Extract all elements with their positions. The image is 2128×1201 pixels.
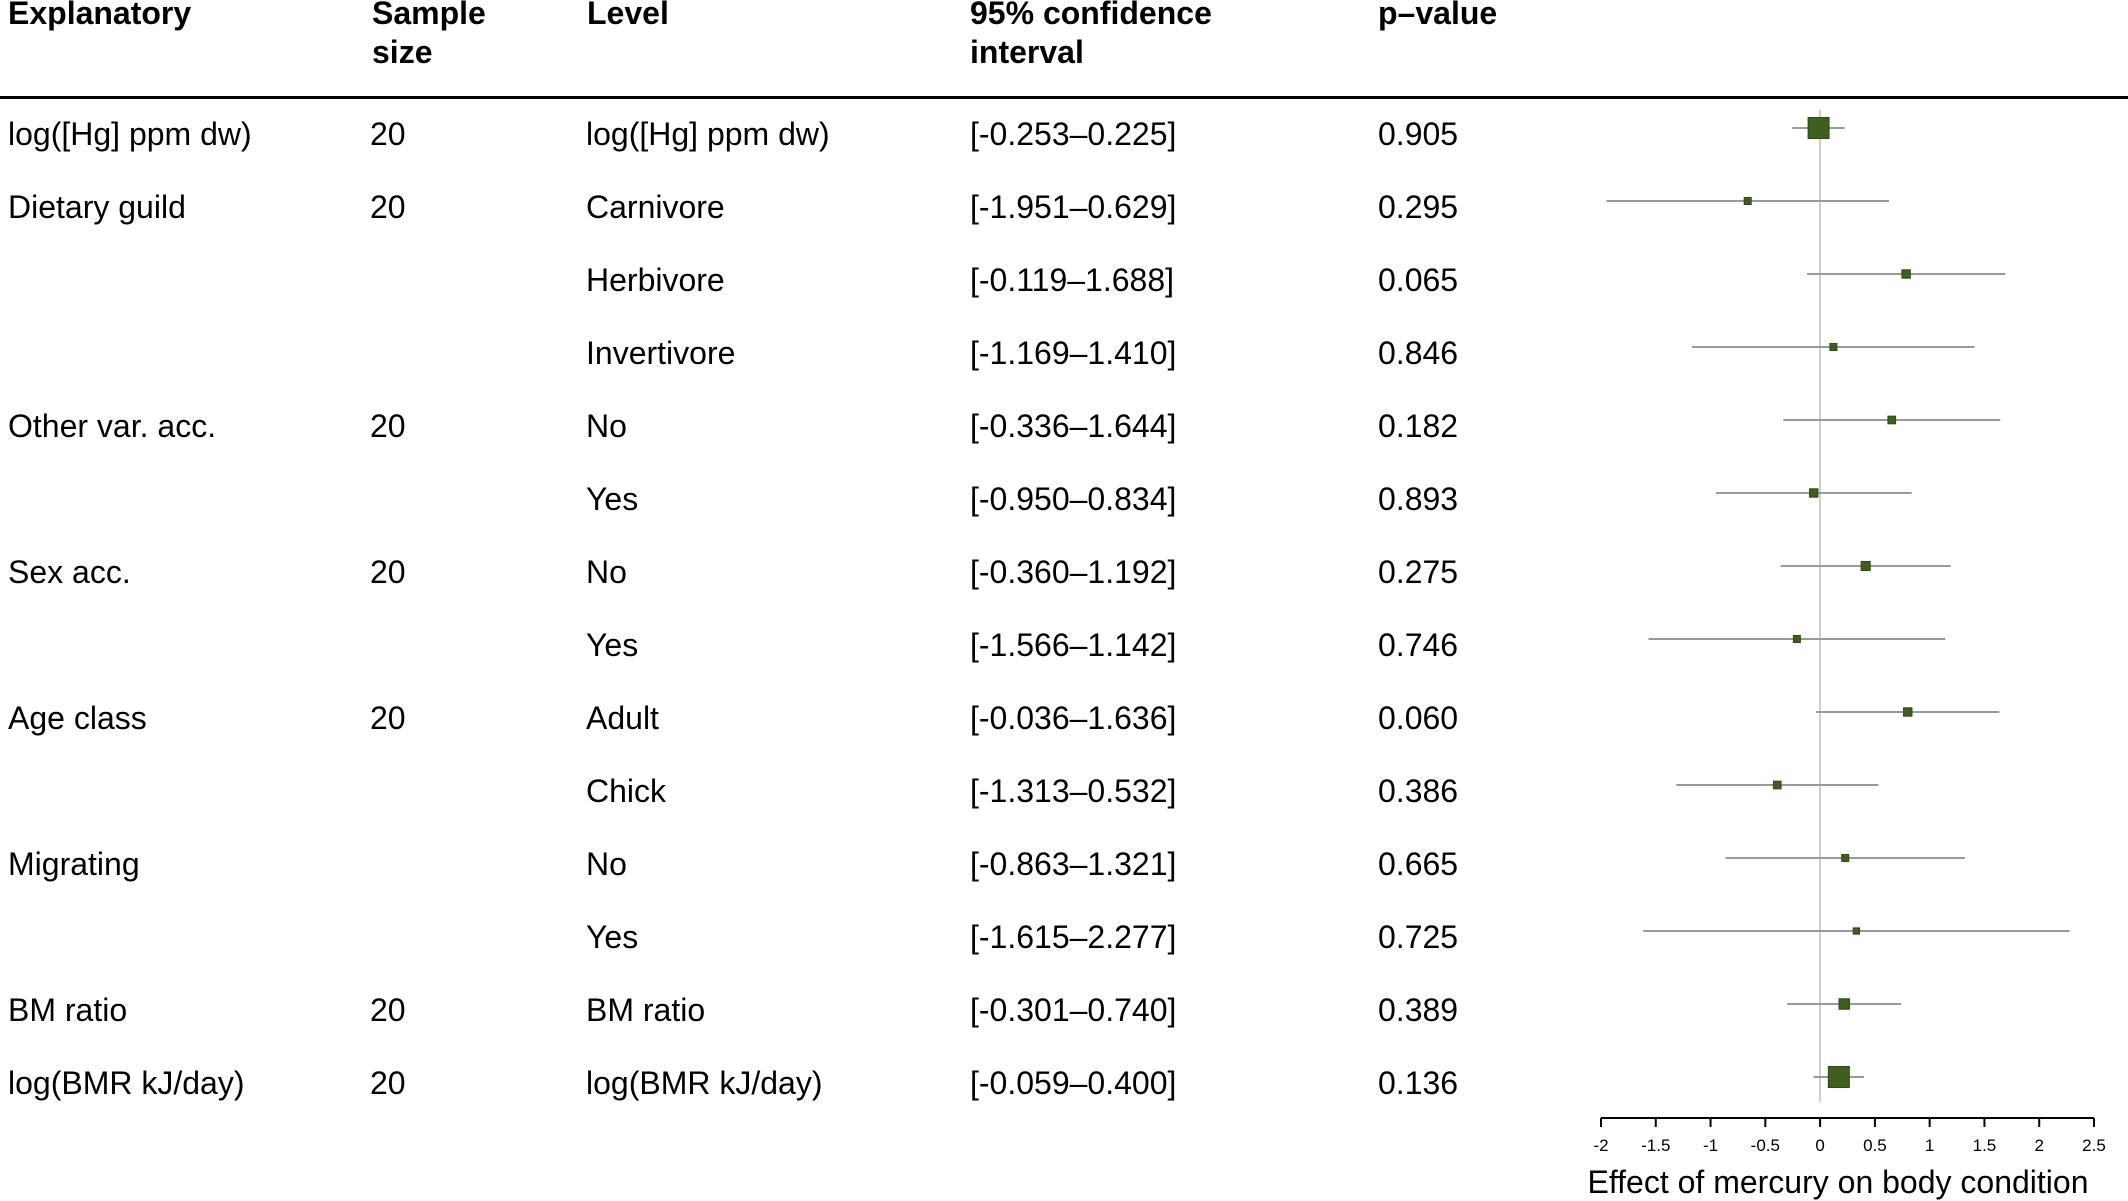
sample-size-cell: 20	[370, 700, 406, 736]
ci-cell: [-1.615–2.277]	[970, 919, 1177, 955]
header-ci-line1: 95% confidence	[970, 0, 1212, 31]
level-cell: log(BMR kJ/day)	[586, 1065, 823, 1101]
pvalue-cell: 0.136	[1378, 1065, 1459, 1101]
ci-cell: [-1.169–1.410]	[970, 335, 1177, 371]
estimate-marker	[1807, 117, 1830, 139]
x-tick-label: 0	[1815, 1136, 1824, 1155]
sample-size-cell: 20	[370, 189, 406, 225]
pvalue-cell: 0.182	[1378, 408, 1459, 444]
header-sample-size-line2: size	[372, 34, 433, 70]
level-cell: Carnivore	[586, 189, 725, 225]
sample-size-cell: 20	[370, 116, 406, 152]
ci-cell: [-0.119–1.688]	[970, 262, 1175, 298]
pvalue-cell: 0.746	[1378, 627, 1459, 663]
estimate-marker	[1829, 343, 1838, 351]
explanatory-cell: Other var. acc.	[8, 408, 217, 444]
header-rule	[0, 96, 2128, 99]
estimate-marker	[1809, 488, 1819, 498]
level-cell: No	[586, 408, 627, 444]
pvalue-cell: 0.893	[1378, 481, 1459, 517]
pvalue-cell: 0.665	[1378, 846, 1459, 882]
level-cell: Yes	[586, 919, 639, 955]
ci-cell: [-0.301–0.740]	[970, 992, 1177, 1028]
x-tick-label: -2	[1593, 1136, 1608, 1155]
ci-cell: [-0.863–1.321]	[970, 846, 1177, 882]
estimate-marker	[1903, 707, 1913, 717]
sample-size-cell: 20	[370, 554, 406, 590]
pvalue-cell: 0.905	[1378, 116, 1459, 152]
pvalue-cell: 0.275	[1378, 554, 1459, 590]
level-cell: Invertivore	[586, 335, 736, 371]
header-ci: 95% confidence interval	[970, 0, 1212, 72]
header-pvalue: p–value	[1378, 0, 1498, 31]
estimate-marker	[1743, 197, 1752, 205]
ci-cell: [-0.360–1.192]	[970, 554, 1177, 590]
pvalue-cell: 0.389	[1378, 992, 1459, 1028]
level-cell: Adult	[586, 700, 659, 736]
level-cell: No	[586, 846, 627, 882]
estimate-marker	[1841, 854, 1850, 862]
ci-cell: [-0.059–0.400]	[970, 1065, 1177, 1101]
pvalue-cell: 0.725	[1378, 919, 1459, 955]
explanatory-cell: Migrating	[8, 846, 140, 882]
header-sample-size-line1: Sample	[372, 0, 486, 31]
estimate-marker	[1901, 269, 1911, 279]
x-tick-label: -1	[1703, 1136, 1718, 1155]
level-cell: Yes	[586, 627, 639, 663]
header-explanatory: Explanatory	[8, 0, 192, 31]
x-tick-label: 2	[2034, 1136, 2043, 1155]
ci-cell: [-1.951–0.629]	[970, 189, 1177, 225]
header-level: Level	[587, 0, 669, 31]
explanatory-cell: Age class	[8, 700, 147, 736]
level-cell: Yes	[586, 481, 639, 517]
ci-cell: [-0.336–1.644]	[970, 408, 1177, 444]
explanatory-cell: BM ratio	[8, 992, 128, 1028]
level-cell: BM ratio	[586, 992, 706, 1028]
estimate-marker	[1860, 560, 1871, 572]
x-tick-label: 1	[1925, 1136, 1934, 1155]
explanatory-cell: Dietary guild	[8, 189, 186, 225]
x-tick-label: 0.5	[1863, 1136, 1887, 1155]
pvalue-cell: 0.065	[1378, 262, 1459, 298]
level-cell: Chick	[586, 773, 667, 809]
estimate-marker	[1772, 780, 1782, 790]
estimate-marker	[1827, 1066, 1850, 1088]
x-axis-label: Effect of mercury on body condition	[1587, 1164, 2088, 1200]
x-tick-label: -1.5	[1641, 1136, 1670, 1155]
ci-cell: [-1.566–1.142]	[970, 627, 1177, 663]
estimate-marker	[1838, 998, 1850, 1010]
header-sample-size: Sample size	[372, 0, 486, 72]
estimate-marker	[1792, 635, 1801, 643]
sample-size-cell: 20	[370, 408, 406, 444]
explanatory-cell: log([Hg] ppm dw)	[8, 116, 252, 152]
sample-size-cell: 20	[370, 992, 406, 1028]
explanatory-cell: log(BMR kJ/day)	[8, 1065, 245, 1101]
x-tick-label: -0.5	[1751, 1136, 1780, 1155]
pvalue-cell: 0.060	[1378, 700, 1459, 736]
header-ci-line2: interval	[970, 34, 1084, 70]
level-cell: No	[586, 554, 627, 590]
ci-cell: [-0.950–0.834]	[970, 481, 1177, 517]
ci-cell: [-1.313–0.532]	[970, 773, 1177, 809]
level-cell: Herbivore	[586, 262, 725, 298]
estimate-marker	[1852, 927, 1861, 935]
estimate-marker	[1887, 415, 1897, 425]
explanatory-cell: Sex acc.	[8, 554, 131, 590]
level-cell: log([Hg] ppm dw)	[586, 116, 830, 152]
pvalue-cell: 0.846	[1378, 335, 1459, 371]
x-tick-label: 1.5	[1973, 1136, 1997, 1155]
x-tick-label: 2.5	[2082, 1136, 2106, 1155]
pvalue-cell: 0.386	[1378, 773, 1459, 809]
ci-cell: [-0.036–1.636]	[970, 700, 1177, 736]
pvalue-cell: 0.295	[1378, 189, 1459, 225]
ci-cell: [-0.253–0.225]	[970, 116, 1177, 152]
sample-size-cell: 20	[370, 1065, 406, 1101]
